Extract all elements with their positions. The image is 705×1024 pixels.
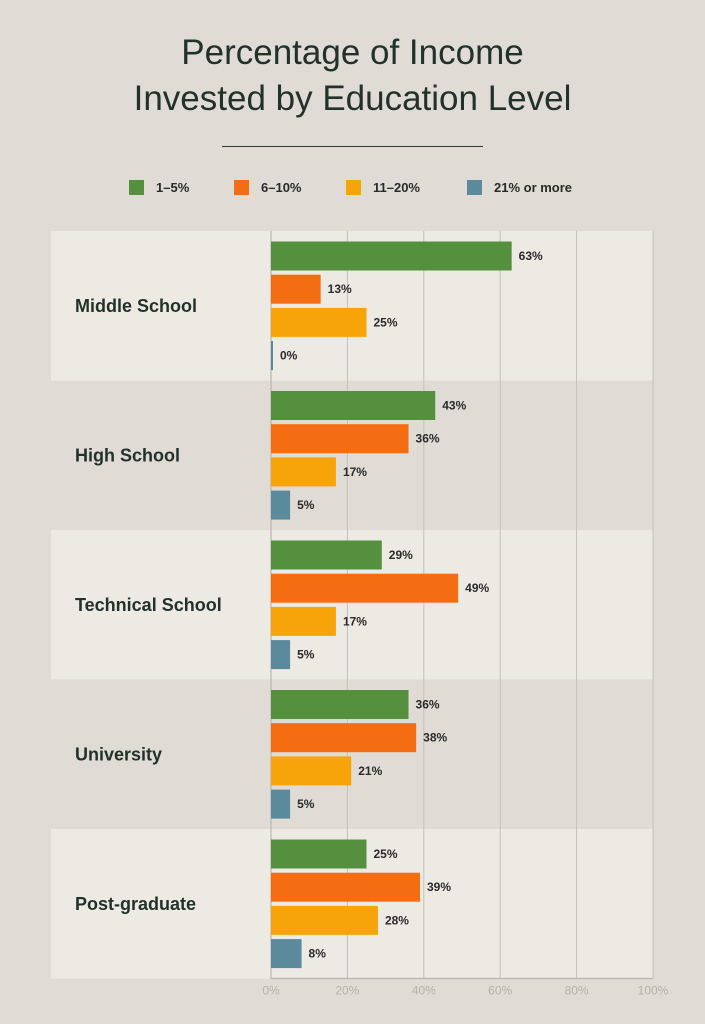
data-label: 21% — [358, 764, 382, 778]
data-label: 63% — [519, 249, 543, 263]
data-label: 25% — [374, 847, 398, 861]
legend-item-1: 1–5% — [129, 180, 189, 195]
bar — [271, 756, 352, 786]
category-label: High School — [75, 445, 180, 465]
data-label: 13% — [328, 282, 352, 296]
bar — [271, 457, 336, 487]
bar — [271, 424, 409, 454]
legend: 1–5% 6–10% 11–20% 21% or more — [0, 180, 705, 198]
data-label: 39% — [427, 880, 451, 894]
bar — [271, 839, 367, 869]
data-label: 29% — [389, 548, 413, 562]
x-tick-label: 40% — [412, 984, 436, 998]
bar — [271, 573, 459, 603]
x-tick-label: 20% — [335, 984, 359, 998]
bar — [271, 241, 512, 271]
legend-item-4: 21% or more — [467, 180, 572, 195]
chart-title-line-2: Invested by Education Level — [133, 79, 572, 118]
bar — [271, 606, 336, 636]
data-label: 38% — [423, 731, 447, 745]
data-label: 49% — [465, 581, 489, 595]
category-label: Post-graduate — [75, 894, 196, 914]
data-label: 17% — [343, 465, 367, 479]
bar — [271, 640, 291, 670]
legend-label-2: 6–10% — [261, 180, 302, 195]
data-label: 36% — [416, 432, 440, 446]
chart-title-line-1: Percentage of Income — [181, 33, 524, 72]
legend-swatch-1 — [129, 180, 144, 195]
data-label: 36% — [416, 698, 440, 712]
bar — [271, 789, 291, 819]
bar — [271, 391, 436, 420]
data-label: 5% — [297, 648, 315, 662]
legend-label-3: 11–20% — [373, 180, 420, 195]
bar — [271, 939, 302, 969]
bar — [271, 723, 417, 753]
legend-label-1: 1–5% — [156, 180, 190, 195]
chart-title: Percentage of Income Invested by Educati… — [0, 30, 705, 122]
legend-item-3: 11–20% — [346, 180, 420, 195]
legend-item-2: 6–10% — [234, 180, 301, 195]
legend-swatch-2 — [234, 180, 249, 195]
legend-label-4: 21% or more — [494, 180, 573, 195]
category-label: Technical School — [75, 595, 222, 615]
bar — [271, 490, 291, 520]
bar — [271, 341, 273, 371]
bar — [271, 690, 409, 719]
legend-swatch-4 — [467, 180, 482, 195]
data-label: 5% — [297, 498, 315, 512]
data-label: 5% — [297, 797, 315, 811]
data-label: 28% — [385, 913, 409, 927]
data-label: 43% — [442, 399, 466, 413]
bar — [271, 307, 367, 337]
data-label: 8% — [309, 947, 327, 961]
data-label: 17% — [343, 614, 367, 628]
title-divider — [222, 146, 483, 147]
x-tick-label: 100% — [638, 984, 669, 998]
category-label: Middle School — [75, 296, 197, 316]
category-label: University — [75, 744, 162, 764]
bar — [271, 872, 420, 902]
bar — [271, 274, 321, 304]
data-label: 0% — [280, 349, 298, 363]
x-tick-label: 60% — [488, 984, 512, 998]
x-tick-label: 0% — [262, 984, 280, 998]
bar — [271, 540, 382, 570]
data-label: 25% — [374, 315, 398, 329]
legend-swatch-3 — [346, 180, 361, 195]
x-tick-label: 80% — [565, 984, 589, 998]
bar — [271, 905, 378, 935]
